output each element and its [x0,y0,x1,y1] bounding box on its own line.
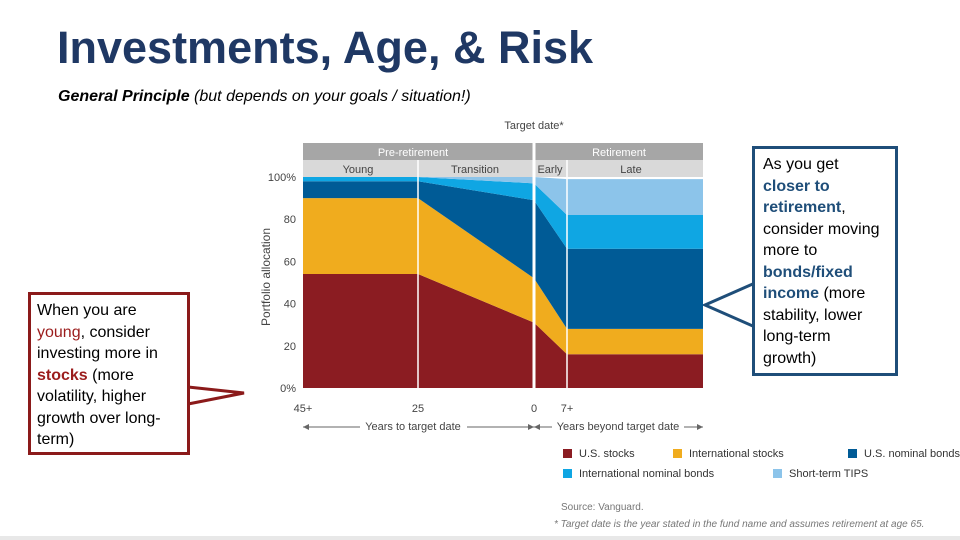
callout-left-text-1: When you are [37,302,137,319]
phase-header-bar [303,143,703,160]
area-short-term-tips [303,177,703,215]
x-axis-left-arrowhead [303,424,309,430]
stage-header-early: Early [537,164,563,176]
callout-right-highlight-retirement: closer to retirement [763,177,842,217]
callout-right-text-2: , consider moving more to [763,199,880,259]
y-tick-label: 80 [284,214,296,226]
stage-header-transition: Transition [451,164,499,176]
y-axis-ticks: 100% 80 60 40 20 0% [268,172,296,395]
legend-swatch-international-nominal-bonds [563,469,572,478]
stage-header-late: Late [620,164,641,176]
area-international-nominal-bonds [303,177,703,249]
legend-label-u-s-stocks: U.S. stocks [579,448,635,460]
x-tick-label: 0 [531,403,537,415]
subtitle-rest: (but depends on your goals / situation!) [189,88,471,105]
x-tick-label: 25 [412,403,424,415]
legend-swatch-u-s-stocks [563,449,572,458]
callout-right-pointer [701,280,757,330]
x-tick-label: 7+ [561,403,574,415]
callout-left-highlight-young: young [37,323,81,341]
x-axis-right-label: Years beyond target date [557,421,680,433]
y-tick-label: 40 [284,299,296,311]
phase-header-retirement: Retirement [592,147,646,159]
y-tick-label: 100% [268,172,296,184]
callout-right-text-3: (more stability, lower long-term growth) [763,285,866,367]
page-title: Investments, Age, & Risk [57,22,594,73]
legend-label-international-stocks: International stocks [689,448,784,460]
callout-young: When you are young, consider investing m… [28,292,190,455]
area-international-stocks [303,198,703,355]
target-date-label: Target date* [504,120,564,132]
legend-label-short-term-tips: Short-term TIPS [789,468,868,480]
area-u-s-stocks [303,274,703,388]
page-subtitle: General Principle (but depends on your g… [58,88,471,106]
legend-label-u-s-nominal-bonds: U.S. nominal bonds [864,448,960,460]
x-axis-right-arrowhead [697,424,703,430]
phase-header-pre-retirement: Pre-retirement [378,147,448,159]
x-axis-left-label: Years to target date [365,421,461,433]
callout-left-text-3: (more volatility, higher growth over lon… [37,366,161,449]
chart-footnote: * Target date is the year stated in the … [554,519,924,530]
area-layers [303,177,703,388]
callout-retirement: As you get closer to retirement, conside… [752,146,898,376]
callout-left-pointer [186,385,245,406]
legend-swatch-short-term-tips [773,469,782,478]
bottom-divider [0,536,960,540]
x-axis-mid-arrowhead [528,424,534,430]
x-axis-right-start-arrowhead [534,424,540,430]
x-axis-ticks: 45+ 25 0 7+ [294,403,574,415]
y-axis-label: Portfolio allocation [259,228,273,326]
y-tick-label: 0% [280,383,296,395]
legend-swatch-international-stocks [673,449,682,458]
y-tick-label: 20 [284,341,296,353]
stage-header-bar [303,160,703,177]
legend: U.S. stocks International stocks U.S. nomi… [563,448,960,480]
subtitle-bold: General Principle [58,88,190,105]
callout-left-text-2: , consider investing more in [37,323,158,363]
x-tick-label: 45+ [294,403,313,415]
y-tick-label: 60 [284,256,296,268]
callout-right-highlight-bonds: bonds/fixed income [763,263,853,303]
legend-swatch-u-s-nominal-bonds [848,449,857,458]
divider-lines [417,143,568,388]
area-u-s-nominal-bonds [303,181,703,329]
callout-right-text-1: As you get [763,156,839,173]
stage-header-young: Young [343,164,374,176]
legend-label-international-nominal-bonds: International nominal bonds [579,468,715,480]
callout-left-highlight-stocks: stocks [37,366,88,384]
chart-source: Source: Vanguard. [561,502,644,513]
